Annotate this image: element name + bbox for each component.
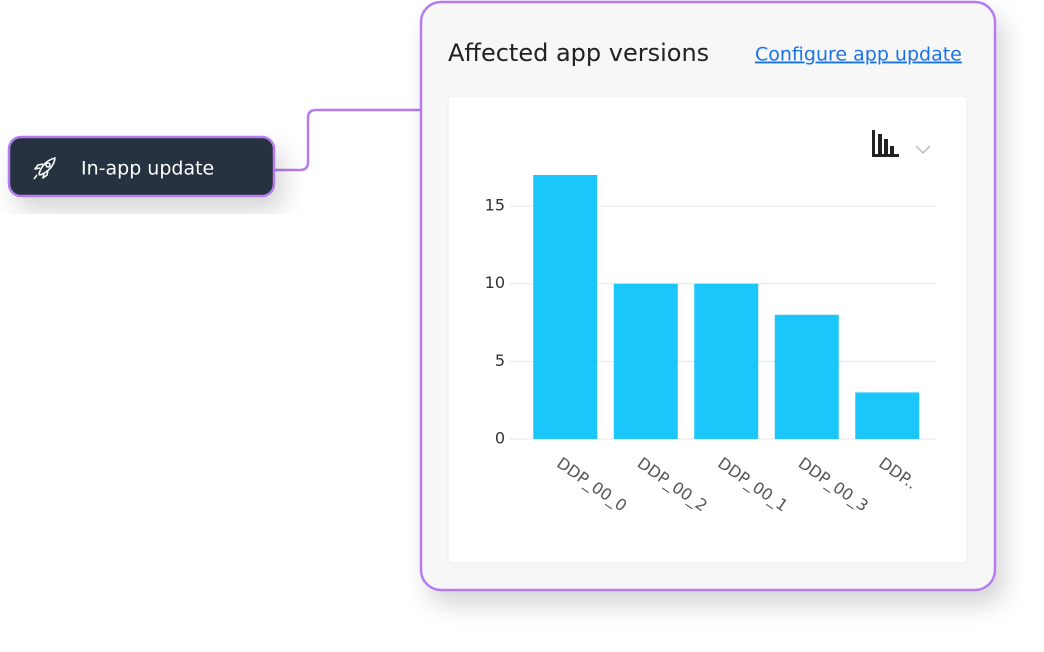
bar [855, 392, 920, 439]
dropdown-chevron[interactable] [915, 145, 931, 155]
tag-label: In-app update [81, 158, 214, 180]
bar [694, 283, 759, 439]
bar [613, 283, 678, 439]
card-title: Affected app versions [448, 39, 709, 67]
connector [274, 108, 422, 172]
rocket-icon [33, 157, 56, 180]
y-tick-label: 0 [495, 429, 505, 448]
bar [533, 175, 598, 439]
y-tick-label: 10 [485, 273, 505, 292]
tag-box[interactable] [7, 135, 276, 198]
y-tick-label: 5 [495, 351, 505, 370]
chart-type-icon[interactable] [872, 130, 899, 157]
configure-link[interactable]: Configure app update [755, 44, 962, 66]
bar [774, 314, 839, 439]
y-tick-label: 15 [485, 196, 505, 215]
